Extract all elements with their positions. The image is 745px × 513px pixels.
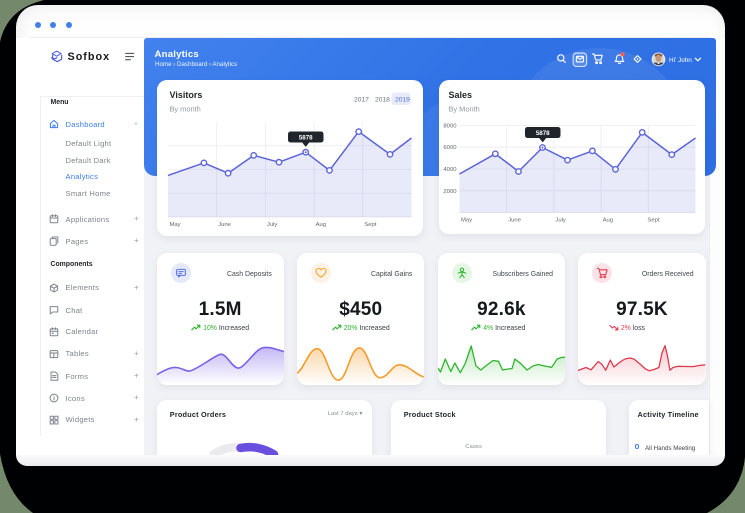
svg-text:May: May	[461, 218, 472, 224]
svg-text:Hi’ John: Hi’ John	[669, 57, 692, 64]
svg-text:8000: 8000	[443, 123, 457, 129]
svg-text:Visitors: Visitors	[169, 90, 202, 100]
svg-text:By month: By month	[169, 105, 200, 114]
svg-text:2017: 2017	[354, 97, 369, 104]
svg-text:2019: 2019	[395, 97, 410, 104]
svg-text:Sept: Sept	[364, 222, 376, 228]
svg-text:5878: 5878	[535, 130, 549, 137]
svg-text:4000: 4000	[443, 167, 457, 173]
svg-text:Aug: Aug	[315, 222, 325, 228]
svg-text:July: July	[555, 218, 566, 224]
svg-text:Aug: Aug	[602, 218, 612, 224]
svg-text:2000: 2000	[443, 189, 457, 195]
svg-text:June: June	[508, 218, 521, 224]
svg-text:6000: 6000	[443, 145, 457, 151]
svg-text:June: June	[218, 222, 231, 228]
svg-text:By Month: By Month	[448, 105, 479, 114]
svg-text:May: May	[169, 222, 180, 228]
svg-text:July: July	[266, 222, 277, 228]
svg-text:5878: 5878	[298, 135, 312, 142]
svg-text:Sales: Sales	[448, 90, 472, 100]
svg-text:Sept: Sept	[647, 218, 659, 224]
svg-text:2018: 2018	[375, 97, 390, 104]
